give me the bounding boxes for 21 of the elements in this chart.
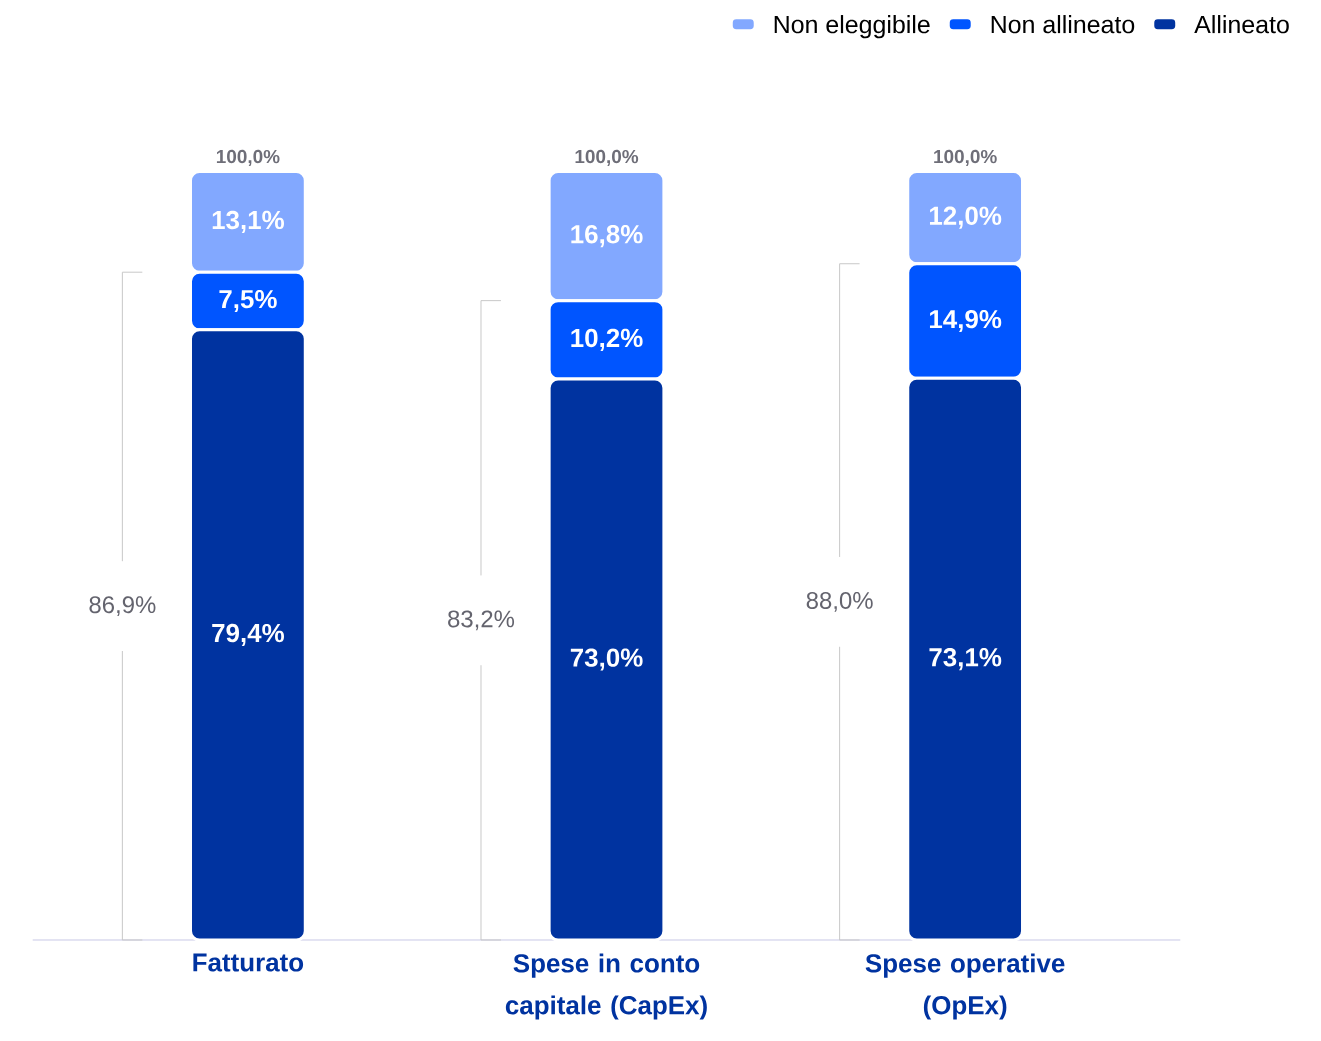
data-label: 73,1% [929,648,1002,671]
data-label: 73,0% [570,648,643,671]
total-label: 100,0% [216,149,280,167]
legend-label: Allineato [1194,15,1289,34]
x-tick-label: Spese in conto capitale (CapEx) [505,953,707,1020]
data-label: 10,2% [571,328,643,351]
annotation: 86,9% [89,596,156,617]
annotation: 83,2% [448,610,515,631]
annotation: 88,0% [806,592,873,612]
data-label: 12,0% [929,206,1002,229]
data-label: 16,8% [571,225,643,248]
total-label: 100,0% [934,149,997,167]
x-tick-label: Spese operative (OpEx) [865,953,1065,1020]
x-tick-label: Fatturato [193,953,304,972]
legend-label: Non eleggibile [774,15,930,39]
data-label: 79,4% [212,623,284,647]
data-label: 14,9% [929,310,1002,333]
legend-label: Non allineato [991,15,1135,34]
total-label: 100,0% [575,149,639,167]
data-label: 13,1% [212,210,284,234]
data-label: 7,5% [219,290,277,313]
